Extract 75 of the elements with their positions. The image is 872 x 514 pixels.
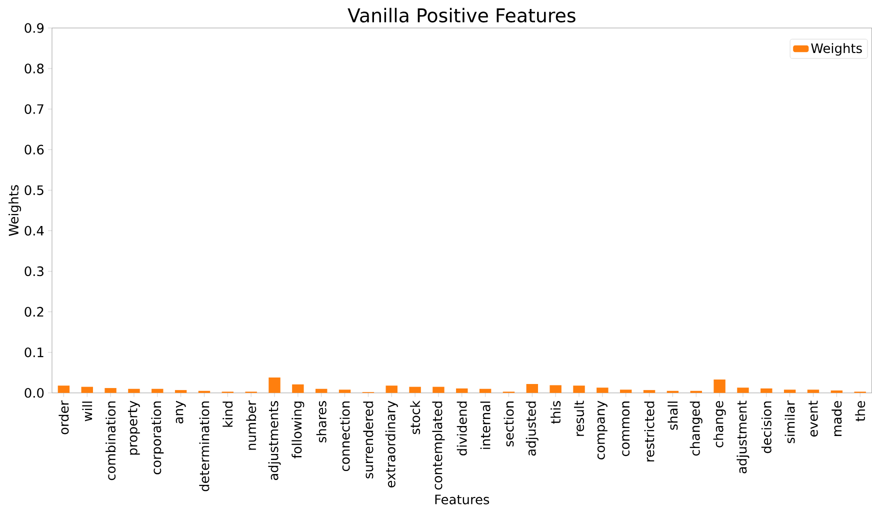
- bar: [338, 390, 351, 393]
- x-tick-label: common: [622, 402, 630, 456]
- x-tick-label: connection: [340, 402, 350, 472]
- x-tick-label: adjusted: [526, 402, 538, 456]
- bar: [386, 386, 398, 393]
- bar: [807, 390, 820, 393]
- bar: [152, 388, 164, 393]
- bar: [316, 388, 328, 393]
- x-tick-label: adjustments: [268, 401, 281, 480]
- bar: [58, 386, 70, 393]
- bar: [573, 386, 585, 393]
- x-tick-label: kind: [222, 402, 233, 427]
- bar: [550, 385, 562, 393]
- x-tick-label: the: [855, 401, 866, 422]
- bar: [174, 390, 187, 393]
- x-tick-label: number: [246, 400, 256, 450]
- x-tick-label: any: [176, 400, 186, 424]
- x-tick-label: similar: [784, 400, 795, 444]
- x-tick-label: following: [292, 402, 304, 458]
- bar: [456, 388, 468, 393]
- x-tick-label: restricted: [644, 402, 654, 462]
- x-tick-label: decision: [761, 402, 772, 454]
- bar: [643, 390, 656, 393]
- x-axis-title: Features: [435, 494, 490, 504]
- bar: [526, 384, 538, 393]
- x-tick-label: order: [58, 400, 69, 434]
- y-tick-label: 0.3: [24, 266, 44, 276]
- x-tick-label: internal: [480, 402, 490, 449]
- bar: [620, 390, 632, 393]
- bar: [268, 378, 280, 393]
- x-tick-label: contemplated: [432, 402, 445, 490]
- x-tick-label: changed: [690, 402, 702, 456]
- bar: [409, 386, 421, 393]
- y-tick-label: 0.6: [24, 144, 44, 155]
- y-tick-label: 0.2: [24, 306, 44, 317]
- x-tick-label: determination: [199, 402, 210, 492]
- y-tick-label: 0.0: [24, 388, 44, 398]
- x-tick-label: corporation: [151, 402, 164, 474]
- x-tick-label: section: [504, 402, 514, 446]
- x-tick-label: shares: [316, 401, 326, 442]
- chart-title: Vanilla Positive Features: [348, 8, 576, 23]
- x-tick-label: adjustment: [736, 400, 750, 474]
- x-tick-label: company: [597, 400, 608, 460]
- bar: [292, 384, 304, 393]
- bar: [760, 388, 772, 393]
- bar: [784, 390, 796, 393]
- bar: [737, 388, 749, 393]
- y-tick-label: 0.8: [24, 64, 44, 74]
- x-tick-label: surrendered: [363, 402, 374, 478]
- bar: [714, 380, 726, 393]
- legend-label: Weights: [811, 43, 862, 56]
- x-tick-label: extraordinary: [385, 400, 398, 488]
- y-axis-title: Weights: [8, 185, 22, 236]
- y-tick-label: 0.9: [24, 23, 44, 33]
- x-tick-label: shall: [668, 402, 678, 430]
- x-tick-label: this: [550, 401, 561, 424]
- bar: [81, 386, 93, 393]
- bar: [104, 388, 116, 393]
- bar: [596, 388, 608, 393]
- y-tick-label: 0.1: [24, 348, 44, 358]
- bar: [479, 388, 492, 393]
- x-tick-label: combination: [106, 402, 116, 480]
- x-tick-label: dividend: [456, 402, 467, 456]
- bar: [128, 388, 140, 393]
- y-tick-label: 0.5: [24, 185, 44, 196]
- x-tick-label: stock: [410, 400, 420, 434]
- x-tick-label: property: [128, 400, 140, 455]
- x-tick-label: made: [832, 401, 842, 436]
- x-tick-label: event: [808, 400, 818, 437]
- y-tick-label: 0.4: [24, 226, 44, 236]
- y-tick-label: 0.7: [24, 104, 44, 114]
- x-tick-label: result: [574, 400, 584, 436]
- x-tick-label: will: [82, 402, 92, 422]
- x-tick-label: change: [713, 401, 726, 448]
- bar: [432, 386, 444, 393]
